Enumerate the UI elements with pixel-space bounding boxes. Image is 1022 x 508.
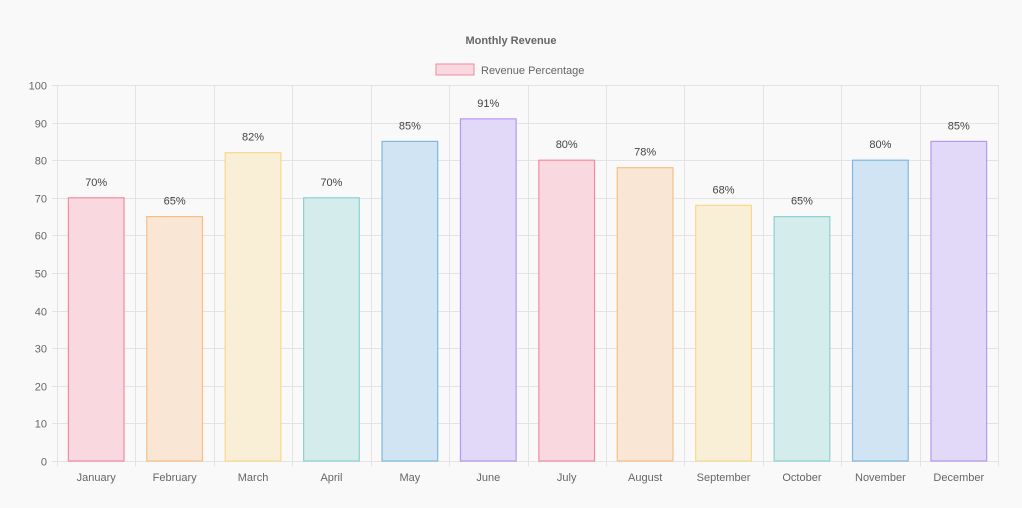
x-tick-label: October xyxy=(782,472,821,484)
y-axis: 0 10 20 30 40 50 60 70 80 90 100 xyxy=(29,81,47,469)
data-label: 91% xyxy=(477,98,499,110)
data-label: 68% xyxy=(713,184,735,196)
bar-october[interactable] xyxy=(773,216,831,462)
data-label: 85% xyxy=(948,120,970,132)
legend-label[interactable]: Revenue Percentage xyxy=(481,65,584,77)
x-axis: January February March April May June July Augu… xyxy=(77,472,985,484)
x-tick-label: March xyxy=(238,472,269,484)
x-tick-label: January xyxy=(77,472,117,484)
legend-swatch[interactable] xyxy=(435,63,475,76)
bar-august[interactable] xyxy=(616,167,674,462)
x-tick-label: June xyxy=(476,472,500,484)
bar-january[interactable] xyxy=(67,197,125,462)
x-tick-label: February xyxy=(153,472,198,484)
data-label: 82% xyxy=(242,132,264,144)
bar-november[interactable] xyxy=(851,159,909,462)
x-tick-label: May xyxy=(399,472,420,484)
y-tick-label: 10 xyxy=(35,419,47,431)
data-label: 78% xyxy=(634,147,656,159)
x-tick-label: July xyxy=(557,472,577,484)
data-label: 65% xyxy=(791,196,813,208)
bar-february[interactable] xyxy=(146,216,204,462)
y-tick-label: 60 xyxy=(35,231,47,243)
data-label: 70% xyxy=(320,177,342,189)
bars xyxy=(67,118,988,462)
y-tick-label: 90 xyxy=(35,119,47,131)
y-tick-label: 50 xyxy=(35,269,47,281)
y-tick-label: 30 xyxy=(35,344,47,356)
data-label: 65% xyxy=(164,196,186,208)
bar-april[interactable] xyxy=(303,197,360,462)
x-tick-label: September xyxy=(697,472,751,484)
y-tick-label: 40 xyxy=(35,307,47,319)
x-tick-label: December xyxy=(933,472,984,484)
y-tick-label: 70 xyxy=(35,194,47,206)
bar-july[interactable] xyxy=(538,159,596,462)
data-label: 70% xyxy=(85,177,107,189)
y-tick-label: 20 xyxy=(35,382,47,394)
y-tick-label: 80 xyxy=(35,156,47,168)
data-label: 80% xyxy=(556,139,578,151)
chart-title: Monthly Revenue xyxy=(465,35,556,47)
x-tick-label: August xyxy=(628,472,662,484)
x-tick-label: April xyxy=(320,472,342,484)
y-tick-label: 0 xyxy=(41,457,47,469)
bar-september[interactable] xyxy=(695,204,752,462)
y-tick-label: 100 xyxy=(29,81,47,93)
data-label: 85% xyxy=(399,120,421,132)
bar-december[interactable] xyxy=(930,140,988,462)
grid-lines xyxy=(52,85,999,466)
bar-may[interactable] xyxy=(381,140,439,462)
bar-june[interactable] xyxy=(459,118,517,462)
legend[interactable]: Revenue Percentage xyxy=(435,63,584,77)
data-label: 80% xyxy=(869,139,891,151)
data-labels: 70% 65% 82% 70% 85% 91% 80% 78% 68% 65% 80% 85% xyxy=(85,98,970,208)
x-tick-label: November xyxy=(855,472,906,484)
bar-march[interactable] xyxy=(224,152,282,462)
